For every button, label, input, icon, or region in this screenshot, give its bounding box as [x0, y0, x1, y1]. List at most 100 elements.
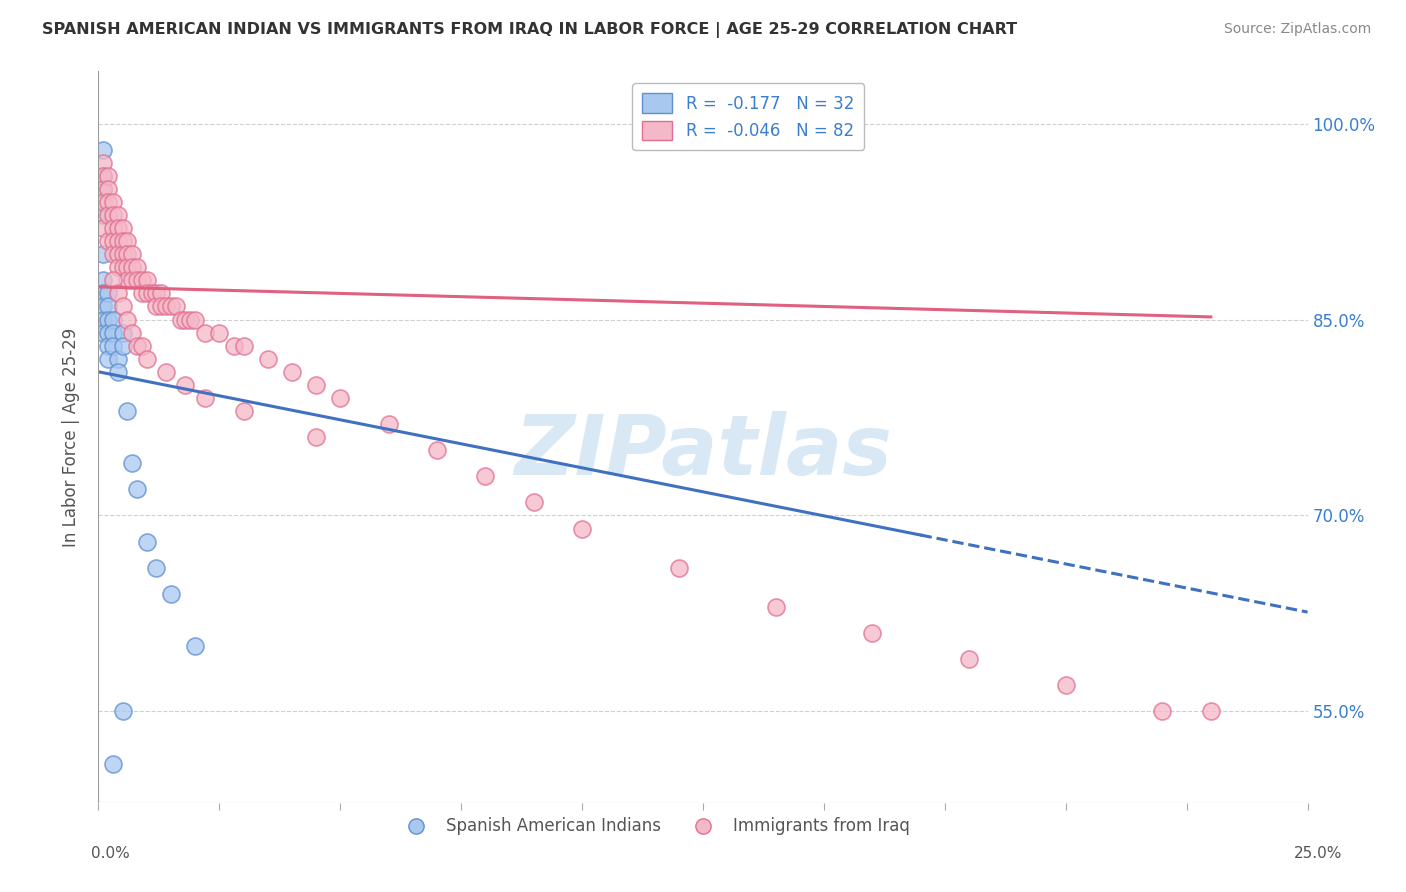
Point — [377, 417, 399, 431]
Point — [101, 234, 124, 248]
Point — [111, 705, 134, 719]
Point — [101, 326, 124, 340]
Point — [101, 208, 124, 222]
Point — [131, 339, 153, 353]
Point — [127, 339, 149, 353]
Point — [165, 300, 187, 314]
Y-axis label: In Labor Force | Age 25-29: In Labor Force | Age 25-29 — [62, 327, 80, 547]
Point — [150, 286, 173, 301]
Point — [117, 273, 139, 287]
Point — [208, 326, 231, 340]
Point — [97, 234, 120, 248]
Point — [111, 247, 134, 261]
Point — [281, 365, 304, 379]
Point — [97, 208, 120, 222]
Point — [145, 286, 167, 301]
Point — [101, 756, 124, 771]
Point — [1199, 705, 1222, 719]
Point — [127, 483, 149, 497]
Point — [107, 221, 129, 235]
Point — [329, 391, 352, 405]
Point — [121, 326, 143, 340]
Point — [91, 169, 114, 183]
Point — [957, 652, 980, 666]
Point — [97, 286, 120, 301]
Point — [1054, 678, 1077, 692]
Point — [91, 182, 114, 196]
Point — [121, 273, 143, 287]
Point — [117, 234, 139, 248]
Point — [91, 156, 114, 170]
Point — [117, 312, 139, 326]
Point — [107, 234, 129, 248]
Point — [135, 534, 157, 549]
Point — [111, 300, 134, 314]
Point — [91, 194, 114, 209]
Point — [97, 339, 120, 353]
Point — [160, 300, 183, 314]
Point — [222, 339, 245, 353]
Point — [117, 247, 139, 261]
Point — [184, 639, 207, 653]
Text: SPANISH AMERICAN INDIAN VS IMMIGRANTS FROM IRAQ IN LABOR FORCE | AGE 25-29 CORRE: SPANISH AMERICAN INDIAN VS IMMIGRANTS FR… — [42, 22, 1018, 38]
Point — [232, 339, 254, 353]
Point — [474, 469, 496, 483]
Point — [101, 194, 124, 209]
Point — [107, 208, 129, 222]
Point — [107, 365, 129, 379]
Point — [91, 208, 114, 222]
Point — [194, 391, 217, 405]
Point — [107, 286, 129, 301]
Text: Source: ZipAtlas.com: Source: ZipAtlas.com — [1223, 22, 1371, 37]
Point — [135, 286, 157, 301]
Point — [101, 339, 124, 353]
Point — [91, 221, 114, 235]
Point — [111, 234, 134, 248]
Point — [97, 326, 120, 340]
Point — [97, 300, 120, 314]
Point — [141, 286, 163, 301]
Point — [91, 326, 114, 340]
Point — [305, 377, 328, 392]
Point — [107, 351, 129, 366]
Point — [97, 169, 120, 183]
Point — [121, 247, 143, 261]
Point — [97, 194, 120, 209]
Point — [111, 326, 134, 340]
Point — [305, 430, 328, 444]
Point — [194, 326, 217, 340]
Point — [91, 182, 114, 196]
Point — [174, 312, 197, 326]
Point — [135, 273, 157, 287]
Point — [426, 443, 449, 458]
Point — [101, 312, 124, 326]
Point — [91, 273, 114, 287]
Point — [91, 312, 114, 326]
Point — [155, 300, 177, 314]
Point — [91, 143, 114, 157]
Point — [91, 286, 114, 301]
Point — [232, 404, 254, 418]
Point — [184, 312, 207, 326]
Point — [668, 560, 690, 574]
Point — [97, 312, 120, 326]
Point — [523, 495, 546, 509]
Text: 0.0%: 0.0% — [91, 846, 131, 861]
Point — [135, 351, 157, 366]
Point — [101, 273, 124, 287]
Point — [131, 286, 153, 301]
Point — [121, 260, 143, 275]
Point — [174, 377, 197, 392]
Point — [111, 221, 134, 235]
Point — [150, 300, 173, 314]
Point — [1152, 705, 1174, 719]
Point — [107, 247, 129, 261]
Point — [155, 365, 177, 379]
Point — [145, 300, 167, 314]
Point — [91, 169, 114, 183]
Point — [160, 587, 183, 601]
Point — [127, 273, 149, 287]
Point — [256, 351, 278, 366]
Point — [145, 560, 167, 574]
Point — [97, 182, 120, 196]
